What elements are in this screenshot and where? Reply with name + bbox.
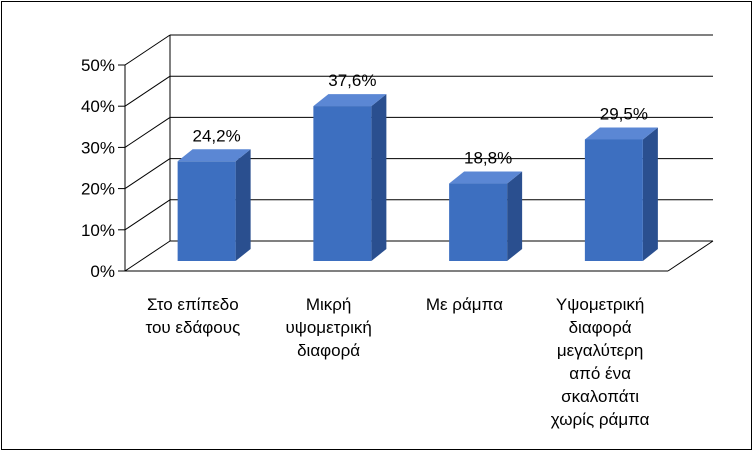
- bar-top: [313, 94, 387, 107]
- grid-diagonal: [124, 240, 171, 272]
- category-label: Υψομετρική διαφορά μεγαλύτερη από ένα σκαλοπ…: [551, 295, 650, 429]
- grid-diagonal: [124, 199, 171, 231]
- y-tick-label: 10%: [81, 221, 115, 240]
- data-label: 24,2%: [193, 126, 241, 145]
- y-tick-label: 40%: [81, 97, 115, 116]
- bar: [584, 139, 643, 261]
- y-tick-label: 30%: [81, 138, 115, 157]
- grid-diagonal: [124, 158, 171, 190]
- category-label: Με ράμπα: [426, 295, 503, 314]
- y-tick-label: 50%: [81, 56, 115, 75]
- y-tick-label: 20%: [81, 180, 115, 199]
- floor-edge: [667, 240, 714, 272]
- bar-side: [507, 171, 523, 261]
- bar-top: [177, 149, 251, 162]
- bar-side: [642, 127, 658, 262]
- data-label: 29,5%: [600, 104, 648, 123]
- bar: [177, 161, 236, 261]
- data-label: 37,6%: [328, 71, 376, 90]
- bar: [313, 106, 372, 261]
- bar-top: [584, 127, 658, 140]
- bar-side: [371, 94, 387, 261]
- category-label: Στο επίπεδο του εδάφους: [145, 295, 240, 337]
- bar: [449, 183, 508, 261]
- bar-top: [449, 171, 523, 184]
- bar-side: [235, 149, 251, 261]
- data-label: 18,8%: [464, 149, 512, 168]
- grid-diagonal: [124, 34, 171, 66]
- grid-diagonal: [124, 75, 171, 107]
- category-label: Μικρή υψομετρική διαφορά: [285, 295, 371, 360]
- grid-diagonal: [124, 116, 171, 148]
- y-tick-label: 0%: [90, 262, 115, 281]
